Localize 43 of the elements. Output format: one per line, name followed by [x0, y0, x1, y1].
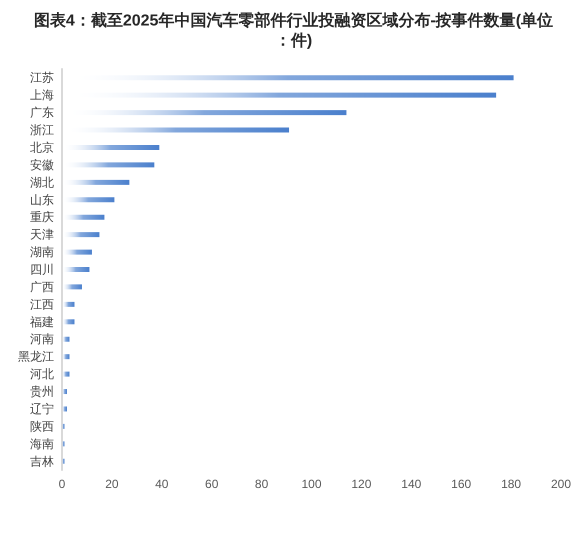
y-tick-label: 安徽	[30, 158, 54, 172]
y-tick-label: 天津	[30, 228, 54, 242]
y-tick-label: 吉林	[30, 454, 54, 468]
x-tick-label: 80	[254, 477, 269, 491]
x-tick-label: 200	[550, 477, 572, 491]
x-tick-label: 180	[501, 477, 522, 491]
x-tick-label: 60	[205, 477, 219, 491]
y-tick-label: 贵州	[30, 384, 54, 399]
x-tick-label: 0	[58, 477, 66, 491]
y-tick-label: 辽宁	[30, 402, 54, 416]
y-tick-label: 浙江	[30, 123, 54, 138]
bar	[62, 389, 67, 394]
bar	[62, 336, 70, 342]
x-tick-label: 120	[351, 477, 372, 491]
bar	[62, 284, 82, 290]
y-tick-label: 四川	[30, 262, 54, 276]
bar	[62, 319, 74, 324]
y-tick-label: 河南	[30, 332, 54, 346]
x-tick-label: 160	[451, 477, 472, 491]
chart-title: 图表4：截至2025年中国汽车零部件行业投融资区域分布-按事件数量(单位：件)	[34, 12, 554, 50]
y-tick-label: 上海	[30, 88, 54, 102]
bar	[62, 406, 67, 412]
y-tick-label: 北京	[30, 140, 54, 154]
y-tick-label: 广东	[30, 106, 54, 120]
y-tick-label: 江西	[30, 297, 54, 312]
y-tick-label: 江苏	[30, 70, 54, 85]
x-tick-label: 20	[105, 477, 119, 491]
y-tick-label: 海南	[30, 436, 54, 451]
y-tick-label: 福建	[30, 314, 54, 329]
y-tick-label: 河北	[30, 367, 54, 382]
y-tick-label: 湖北	[30, 175, 54, 190]
y-tick-label: 湖南	[30, 245, 54, 260]
bar	[62, 354, 70, 360]
y-tick-label: 重庆	[30, 210, 54, 224]
bar	[62, 372, 70, 377]
x-tick-label: 100	[301, 477, 322, 491]
y-tick-label: 陕西	[30, 419, 54, 434]
x-tick-label: 140	[401, 477, 422, 491]
y-tick-label: 山东	[30, 192, 54, 207]
x-tick-label: 40	[155, 477, 169, 491]
bar	[62, 302, 74, 307]
y-tick-label: 广西	[30, 280, 54, 294]
y-tick-label: 黑龙江	[18, 350, 54, 364]
